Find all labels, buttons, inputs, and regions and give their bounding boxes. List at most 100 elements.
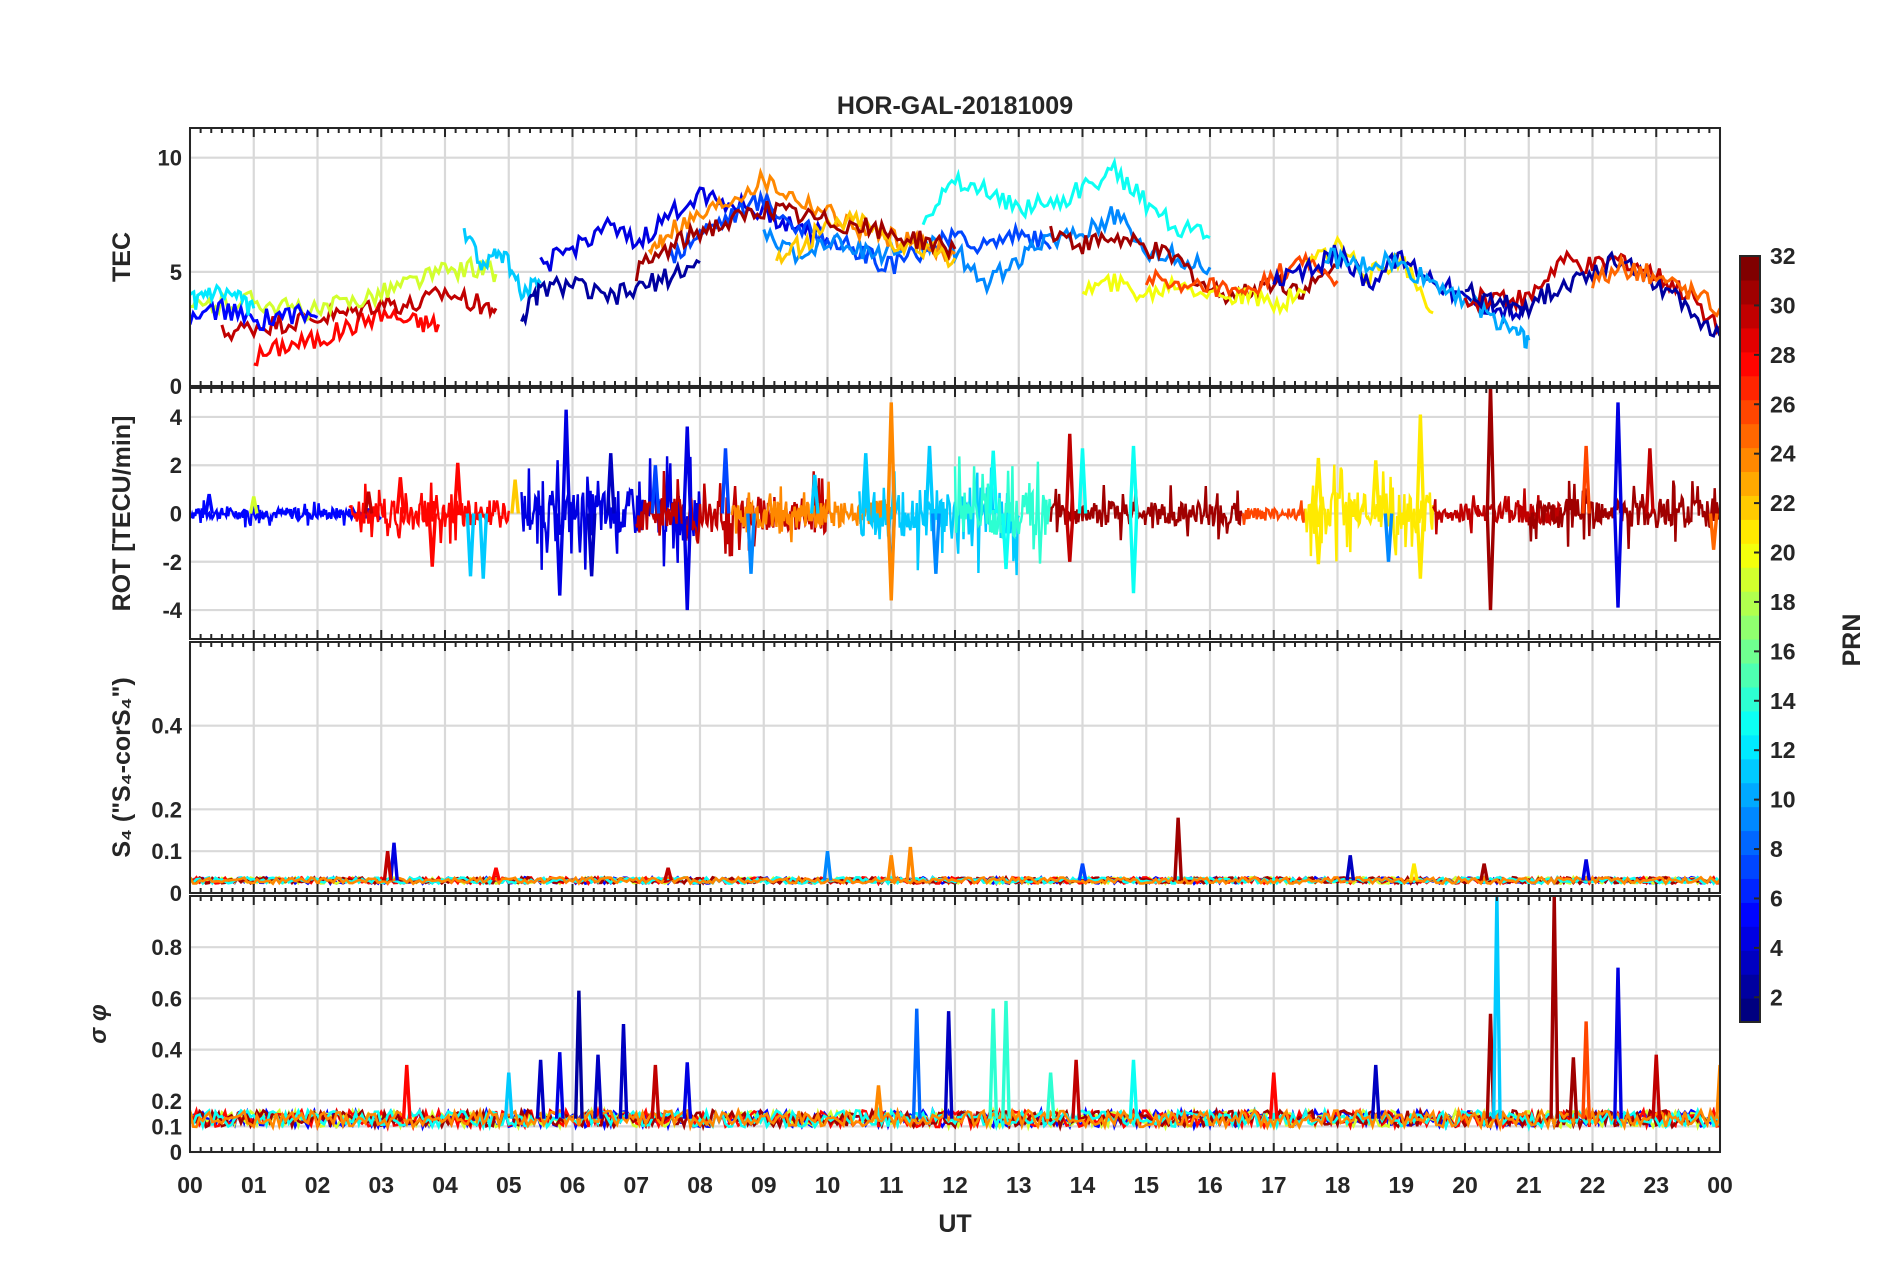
series-line-prn-2 (520, 258, 701, 327)
spike-prn-13 (1128, 1059, 1139, 1119)
spike-prn-28 (491, 867, 501, 881)
series-line-prn-3 (1272, 244, 1531, 325)
spike-prn-8 (911, 1008, 922, 1119)
series-line-prn-4 (539, 186, 829, 272)
x-tick-label: 11 (879, 1172, 904, 1198)
spike-prn-21 (1415, 414, 1426, 514)
spike-prn-21 (1313, 513, 1324, 565)
series-line-prn-11 (462, 227, 542, 302)
spike-prn-13 (988, 450, 999, 514)
panel-rot: -4 -2 0 2 4 ROT [TECU/min] (108, 387, 1722, 640)
y-tick-label: 0 (170, 881, 182, 906)
y-axis-label: ROT [TECU/min] (108, 416, 136, 612)
spike-prn-3 (943, 1011, 954, 1119)
colorbar-tick-label: 4 (1770, 935, 1783, 961)
x-axis-label: UT (938, 1210, 971, 1238)
spike-prn-7 (720, 448, 731, 514)
colorbar-swatch (1740, 591, 1760, 616)
spike-prn-24 (886, 513, 897, 601)
x-tick-label: 07 (623, 1172, 649, 1198)
spike-prn-3 (586, 513, 597, 577)
colorbar-tick-label: 2 (1770, 984, 1783, 1010)
x-tick-label: 21 (1516, 1172, 1542, 1198)
series-line-prn-25 (1591, 253, 1720, 318)
x-tick-label: 06 (560, 1172, 586, 1198)
spike-prn-11 (809, 474, 820, 514)
spike-prn-19 (248, 496, 259, 514)
spike-prn-28 (401, 1064, 412, 1119)
colorbar-swatch (1740, 351, 1760, 377)
y-tick-label: 4 (170, 405, 183, 430)
spike-prn-28 (1268, 1072, 1279, 1119)
colorbar-swatch (1740, 758, 1760, 784)
y-tick-label: 0.4 (151, 714, 182, 739)
spike-prn-30 (663, 867, 673, 881)
x-tick-label: 18 (1325, 1172, 1351, 1198)
colorbar-label: PRN (1838, 614, 1866, 667)
colorbar-swatch (1740, 423, 1760, 449)
colorbar-tick-label: 26 (1770, 391, 1796, 417)
panel-s4: 0 0.1 0.2 0.4 S₄ ("S₄-corS₄") (108, 641, 1722, 906)
spike-prn-9 (930, 513, 941, 574)
spike-prn-13 (1001, 513, 1011, 570)
colorbar-tick-label: 20 (1770, 540, 1796, 566)
colorbar-swatch (1740, 806, 1760, 832)
spike-prn-31 (1173, 817, 1184, 881)
rot-band-prn-30 (635, 470, 829, 557)
colorbar-swatch (1740, 303, 1760, 329)
y-tick-label: 0.1 (151, 839, 182, 864)
x-tick-label: 03 (368, 1172, 394, 1198)
spike-prn-11 (478, 513, 489, 579)
spike-prn-3 (535, 1059, 546, 1119)
colorbar-tick-label: 28 (1770, 342, 1796, 368)
x-tick-label: 10 (815, 1172, 841, 1198)
colorbar-tick-label: 30 (1770, 292, 1796, 318)
y-axis-label: TEC (108, 232, 136, 282)
spike-prn-21 (1313, 457, 1324, 514)
series-line-prn-10 (1324, 247, 1531, 349)
spike-prn-28 (395, 477, 406, 514)
series-line-prn-26 (1144, 250, 1339, 298)
spike-prn-3 (1345, 855, 1356, 881)
rot-band-prn-30 (1432, 488, 1562, 535)
spike-prn-4 (1613, 513, 1623, 608)
spike-prn-24 (1715, 1064, 1720, 1119)
figure-title: HOR-GAL-20181009 (837, 92, 1073, 120)
x-tick-label: 23 (1643, 1172, 1669, 1198)
spike-prn-31 (1568, 1057, 1579, 1119)
colorbar-swatch (1740, 974, 1760, 999)
x-tick-label: 00 (1707, 1172, 1733, 1198)
y-tick-label: 0.2 (151, 797, 182, 822)
rot-band-prn-26 (1241, 500, 1307, 525)
x-tick-label: 04 (432, 1172, 458, 1198)
spike-prn-4 (1581, 859, 1591, 881)
y-tick-label: 0 (170, 374, 182, 399)
spike-prn-24 (886, 402, 897, 514)
colorbar-tick-label: 8 (1770, 836, 1783, 862)
spike-prn-31 (1549, 896, 1560, 1119)
x-tick-label: 17 (1261, 1172, 1287, 1198)
y-tick-label: 0 (170, 502, 182, 527)
x-tick-label: 09 (751, 1172, 777, 1198)
spike-prn-28 (427, 513, 438, 567)
colorbar-swatch (1740, 830, 1760, 856)
series-line-prn-12 (190, 282, 256, 316)
spike-prn-11 (860, 453, 871, 514)
colorbar-swatch (1740, 327, 1760, 353)
x-tick-label: 02 (305, 1172, 331, 1198)
x-tick-label: 14 (1070, 1172, 1096, 1198)
y-tick-label: 0.6 (151, 986, 182, 1011)
series-line-prn-22 (775, 209, 957, 269)
colorbar-swatch (1740, 710, 1760, 736)
rot-band-prn-5 (190, 500, 382, 528)
spike-prn-9 (1383, 513, 1394, 562)
colorbar-swatch (1740, 782, 1760, 808)
series-line-prn-5 (190, 296, 319, 332)
colorbar-swatch (1740, 998, 1760, 1023)
x-tick-label: 16 (1197, 1172, 1223, 1198)
x-tick-label: 20 (1452, 1172, 1478, 1198)
colorbar-tick-label: 6 (1770, 885, 1783, 911)
spike-prn-31 (1485, 513, 1496, 611)
